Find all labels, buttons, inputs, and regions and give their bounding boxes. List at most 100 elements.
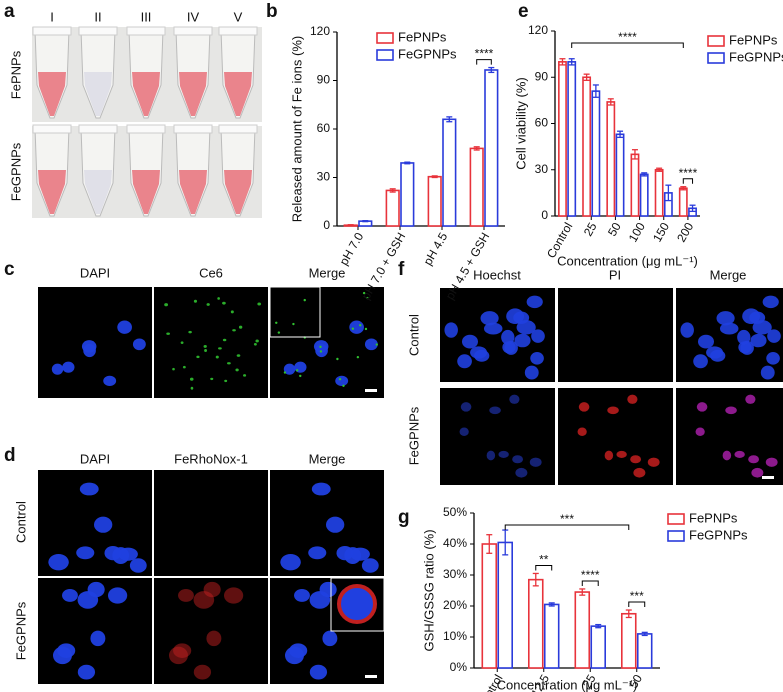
column-header: Ce6: [199, 265, 223, 280]
cell: [460, 402, 472, 412]
cell: [722, 450, 732, 461]
bar: [558, 61, 567, 217]
legend-label: FePNPs: [398, 29, 447, 44]
row-label: FeGPNPs: [8, 142, 23, 201]
row-label: FePNPs: [8, 50, 23, 99]
error-bar: [568, 58, 575, 66]
row-label: Control: [406, 314, 421, 356]
cell: [196, 355, 200, 359]
y-tick-label: 50%: [443, 505, 467, 519]
cell: [188, 330, 192, 334]
cell: [224, 379, 228, 383]
cell: [178, 589, 194, 602]
bar: [606, 101, 616, 217]
bar: [484, 69, 499, 227]
dot: [359, 324, 362, 327]
cell: [498, 450, 509, 458]
cell: [630, 455, 642, 464]
cell: [190, 386, 194, 390]
cell: [206, 630, 222, 647]
bar: [615, 133, 625, 217]
micrograph: [270, 287, 384, 398]
micrograph: [558, 388, 673, 485]
error-bar: [431, 175, 438, 179]
bar: [567, 61, 577, 217]
dot: [356, 355, 360, 359]
significance-label: ***: [630, 589, 644, 603]
lane-label: II: [94, 9, 101, 24]
micrograph: [676, 388, 783, 485]
micrograph: [440, 388, 555, 485]
panel-label: g: [398, 507, 410, 528]
inset: [269, 286, 321, 338]
y-tick-label: 20%: [443, 598, 467, 612]
tube-cap: [32, 124, 72, 134]
cell: [222, 338, 227, 342]
panel-label: f: [398, 259, 405, 280]
cell: [311, 482, 331, 496]
error-bar: [583, 73, 590, 81]
dot: [375, 343, 378, 346]
cell: [283, 363, 296, 375]
column-header: DAPI: [80, 451, 110, 466]
tube-cap: [78, 124, 118, 134]
cell: [444, 322, 458, 338]
cell: [480, 311, 499, 326]
tube-liquid: [84, 170, 112, 214]
cell: [132, 338, 146, 351]
legend-label: FePNPs: [729, 32, 778, 47]
x-tick-label: 150: [650, 220, 672, 245]
significance-label: ****: [618, 30, 637, 44]
cell: [166, 332, 170, 335]
error-bar: [389, 188, 396, 193]
dot: [362, 291, 366, 295]
dot: [336, 357, 339, 361]
column-header: PI: [609, 267, 621, 282]
cell: [693, 354, 708, 369]
cell: [289, 643, 308, 658]
cell: [245, 558, 263, 573]
dot: [351, 327, 355, 330]
cell: [470, 346, 488, 359]
significance-bracket: [535, 564, 553, 571]
error-bar: [592, 84, 599, 98]
error-bar: [617, 130, 624, 139]
significance-bracket: [504, 524, 630, 530]
cell: [217, 297, 220, 300]
dot: [319, 350, 323, 353]
cell: [695, 427, 705, 437]
cell: [526, 295, 543, 309]
cell: [706, 346, 724, 359]
cell: [604, 450, 614, 461]
cell: [255, 339, 259, 343]
y-axis-title: GSH/GSSG ratio (%): [421, 529, 436, 651]
cell: [459, 427, 469, 437]
tube-cap: [218, 124, 258, 134]
cell: [696, 402, 708, 412]
legend-label: FeGPNPs: [729, 49, 783, 64]
y-tick-label: 60: [535, 116, 549, 130]
lane-label: IV: [187, 9, 200, 24]
tube-cap: [173, 124, 213, 134]
error-bar: [502, 529, 509, 556]
column-header: FeRhoNox-1: [174, 451, 248, 466]
tube-liquid: [179, 170, 207, 214]
bar: [654, 168, 664, 217]
dot: [277, 331, 281, 334]
cell: [349, 320, 364, 334]
cell: [515, 467, 528, 478]
cell: [486, 450, 496, 461]
error-bar: [631, 149, 638, 160]
panel-label: d: [4, 445, 16, 466]
x-axis-title: Concentration (μg mL⁻¹): [497, 677, 638, 692]
error-bar: [404, 161, 411, 165]
significance-bracket: [571, 42, 684, 48]
y-tick-label: 30%: [443, 567, 467, 581]
cell: [189, 377, 194, 381]
error-bar: [625, 609, 632, 619]
cell: [210, 377, 214, 381]
row-label: FeGPNPs: [13, 601, 28, 660]
cell: [501, 329, 515, 345]
error-bar: [607, 98, 614, 106]
